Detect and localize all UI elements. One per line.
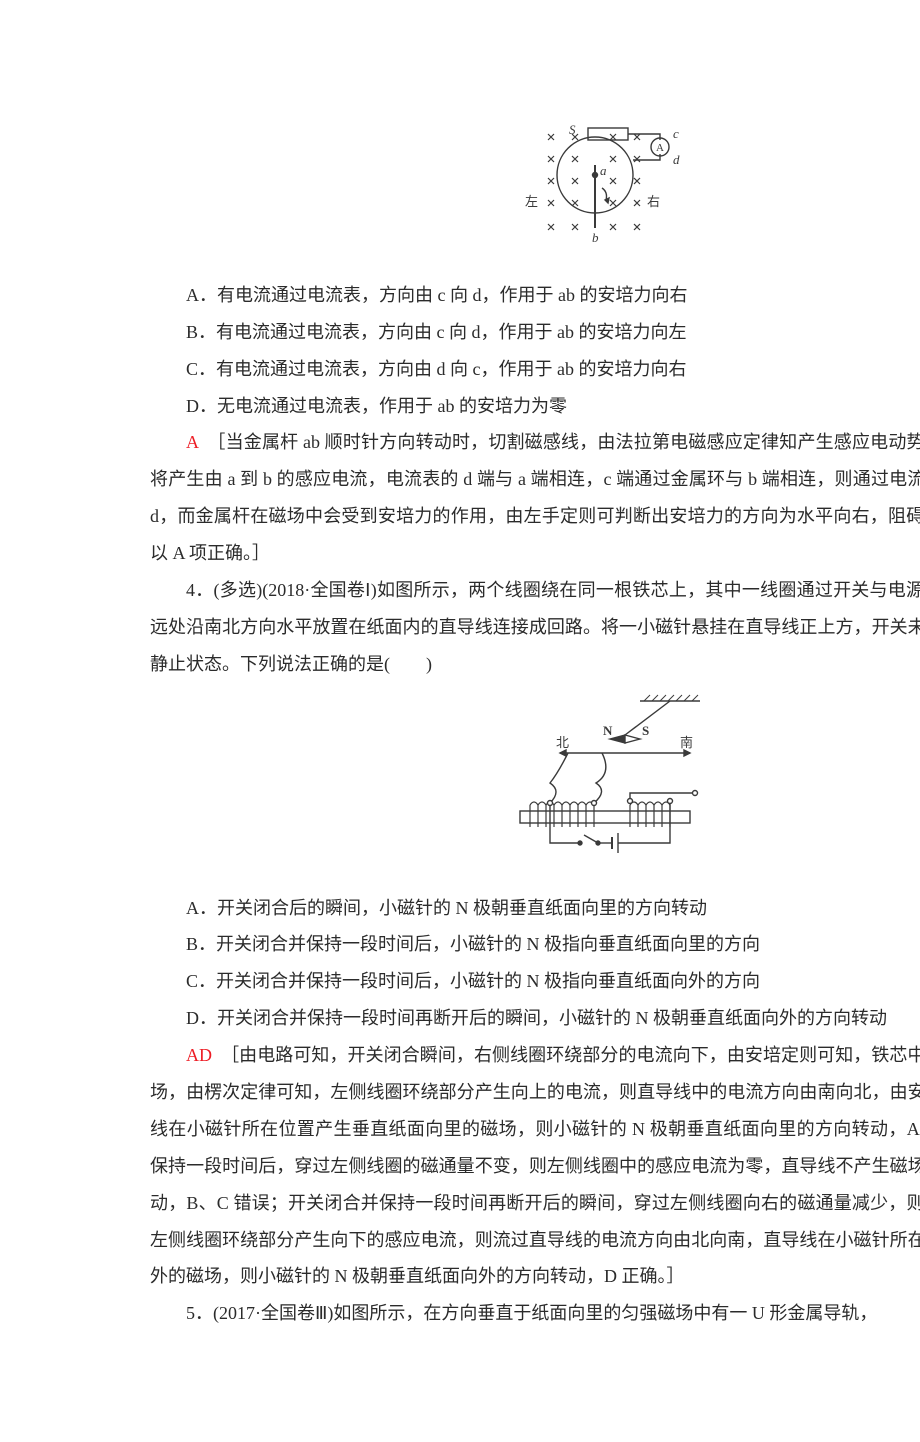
fig1-label-right: 右 [647, 194, 660, 209]
fig1-label-b: b [592, 230, 599, 245]
q4-figure: N S 北 南 [150, 693, 920, 876]
q4-explanation: AD ［由电路可知，开关闭合瞬间，右侧线圈环绕部分的电流向下，由安培定则可知，铁… [150, 1037, 920, 1295]
q4-stem: 4．(多选)(2018·全国卷Ⅰ)如图所示，两个线圈绕在同一根铁芯上，其中一线圈… [150, 572, 920, 683]
q3-option-A: A．有电流通过电流表，方向由 c 向 d，作用于 ab 的安培力向右 [150, 277, 920, 314]
q3-option-D: D．无电流通过电流表，作用于 ab 的安培力为零 [150, 388, 920, 425]
fig1-label-a: a [600, 163, 607, 178]
fig2-label-north: 北 [556, 735, 569, 750]
q4-answer-label: AD [186, 1045, 212, 1065]
q4-option-C: C．开关闭合并保持一段时间后，小磁针的 N 极指向垂直纸面向外的方向 [150, 963, 920, 1000]
fig1-label-S: S [569, 122, 576, 137]
q4-explanation-text: ［由电路可知，开关闭合瞬间，右侧线圈环绕部分的电流向下，由安培定则可知，铁芯中产… [150, 1045, 920, 1286]
q3-option-B: B．有电流通过电流表，方向由 c 向 d，作用于 ab 的安培力向左 [150, 314, 920, 351]
fig1-label-d: d [673, 152, 680, 167]
q3-answer-label: A [186, 432, 198, 452]
fig2-label-N: N [603, 723, 613, 738]
fig1-label-c: c [673, 126, 679, 141]
fig2-label-south: 南 [680, 735, 693, 750]
q4-diagram-svg: N S 北 南 [490, 693, 730, 863]
q3-explanation-text: ［当金属杆 ab 顺时针方向转动时，切割磁感线，由法拉第电磁感应定律知产生感应电… [150, 432, 920, 563]
fig2-label-S: S [642, 723, 649, 738]
q3-option-C: C．有电流通过电流表，方向由 d 向 c，作用于 ab 的安培力向右 [150, 351, 920, 388]
q5-stem: 5．(2017·全国卷Ⅲ)如图所示，在方向垂直于纸面向里的匀强磁场中有一 U 形… [150, 1295, 920, 1332]
svg-text:A: A [656, 142, 664, 154]
q3-diagram-svg: A S 左 右 a b c d [510, 120, 710, 250]
q3-explanation: A ［当金属杆 ab 顺时针方向转动时，切割磁感线，由法拉第电磁感应定律知产生感… [150, 424, 920, 572]
q4-option-B: B．开关闭合并保持一段时间后，小磁针的 N 极指向垂直纸面向里的方向 [150, 926, 920, 963]
q3-figure: A S 左 右 a b c d [150, 120, 920, 263]
fig1-label-left: 左 [525, 194, 538, 209]
q4-option-A: A．开关闭合后的瞬间，小磁针的 N 极朝垂直纸面向里的方向转动 [150, 890, 920, 927]
q4-option-D: D．开关闭合并保持一段时间再断开后的瞬间，小磁针的 N 极朝垂直纸面向外的方向转… [150, 1000, 920, 1037]
